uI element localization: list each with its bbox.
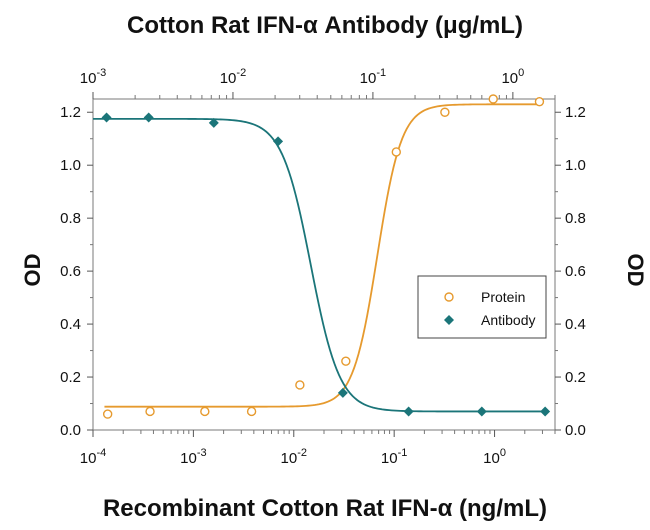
x-axis-title: Recombinant Cotton Rat IFN-α (ng/mL): [103, 495, 547, 522]
data-point-protein: [440, 107, 450, 117]
data-point-protein: [534, 96, 545, 107]
x-bottom-tick-label: 100: [483, 447, 506, 467]
data-point-antibody: [540, 406, 551, 417]
data-point-protein: [295, 380, 305, 390]
data-point-protein: [102, 409, 113, 419]
x-top-tick-label: 100: [501, 67, 524, 87]
y-tick-label-left: 0.2: [60, 369, 81, 386]
x-axis-top-ticks: 10-3 10-2 10-1 100: [80, 67, 556, 99]
data-point-antibody: [273, 136, 284, 147]
y-tick-label-right: 1.0: [565, 157, 586, 174]
data-point-antibody: [143, 112, 154, 123]
y-tick-label-right: 0.8: [565, 210, 586, 227]
y-tick-label-left: 1.2: [60, 104, 81, 121]
y-tick-label-right: 0.2: [565, 369, 586, 386]
legend-protein-label: Protein: [481, 289, 525, 305]
y-tick-label-left: 0.6: [60, 263, 81, 280]
data-point-antibody: [337, 387, 348, 398]
x-axis-bottom-ticks: 10-4 10-3 10-2 10-1 100: [80, 430, 556, 467]
x-bottom-tick-label: 10-3: [180, 447, 206, 467]
y-tick-label-right: 0.0: [565, 422, 586, 439]
x-top-tick-label: 10-3: [80, 67, 106, 87]
data-point-protein: [145, 406, 155, 417]
data-point-antibody: [476, 406, 487, 417]
legend-protein-marker: [444, 292, 454, 302]
y-axis-title-right: OD: [623, 254, 648, 287]
legend-antibody-marker: [444, 315, 454, 325]
y-tick-label-left: 0.0: [60, 422, 81, 439]
top-axis-title: Cotton Rat IFN-α Antibody (μg/mL): [127, 12, 523, 39]
x-top-tick-label: 10-2: [220, 67, 246, 87]
y-axis-title-left: OD: [20, 254, 45, 287]
legend: Protein Antibody: [417, 275, 547, 339]
y-tick-label-right: 1.2: [565, 104, 586, 121]
fit-curves: [93, 103, 549, 413]
data-point-protein: [246, 406, 257, 417]
x-bottom-tick-label: 10-4: [80, 447, 106, 467]
fit-curve-protein: [104, 103, 543, 408]
data-point-antibody: [101, 112, 112, 123]
data-point-protein: [488, 94, 498, 104]
fit-curve-antibody: [93, 117, 549, 413]
y-tick-label-left: 1.0: [60, 157, 81, 174]
y-tick-label-left: 0.4: [60, 316, 81, 333]
legend-box: [417, 275, 547, 339]
legend-antibody-label: Antibody: [481, 312, 535, 328]
data-point-antibody: [403, 406, 414, 417]
x-top-tick-label: 10-1: [360, 67, 386, 87]
y-tick-label-right: 0.4: [565, 316, 586, 333]
y-tick-label-right: 0.6: [565, 263, 586, 280]
x-bottom-tick-label: 10-1: [381, 447, 407, 467]
plot-frame: [92, 98, 556, 431]
y-tick-label-left: 0.8: [60, 210, 81, 227]
data-point-protein: [391, 147, 401, 157]
x-bottom-tick-label: 10-2: [281, 447, 307, 467]
y-axis-ticks: 0.0 0.0 0.2 0.2 0.4 0.4 0.6 0.6 0.8 0.8 1.0 1.0 1.2 1…: [60, 104, 586, 439]
data-point-antibody: [208, 117, 219, 128]
data-point-protein: [200, 406, 210, 417]
data-point-protein: [341, 356, 351, 366]
data-points: [101, 94, 551, 419]
